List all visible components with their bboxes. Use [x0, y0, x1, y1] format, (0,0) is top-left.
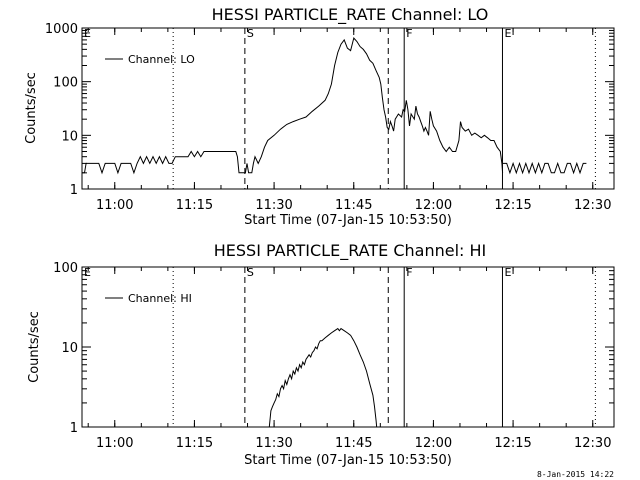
series-line: [268, 327, 378, 427]
y-axis-ticks: 1 10 100: [53, 261, 614, 436]
legend-label: Channel: LO: [128, 53, 195, 66]
marker-label: E: [84, 27, 91, 40]
plot-frame: [81, 266, 615, 428]
y-tick-label: 1: [70, 421, 78, 436]
chart-title: HESSI PARTICLE_RATE Channel: LO: [212, 5, 489, 25]
legend: Channel: LO: [105, 53, 195, 66]
chart-panel-hi: HESSI PARTICLE_RATE Channel: HI E S F E 11:…: [27, 241, 615, 468]
marker-label: E: [504, 266, 511, 279]
y-axis-ticks: 1 10 100 1000: [45, 22, 614, 198]
y-tick-label: 10: [61, 341, 78, 356]
chart-title: HESSI PARTICLE_RATE Channel: HI: [214, 241, 487, 261]
y-tick-label: 1: [70, 183, 78, 198]
y-tick-label: 10: [61, 129, 78, 144]
x-tick-label: 11:30: [255, 436, 292, 451]
x-tick-label: 11:00: [96, 436, 133, 451]
x-tick-label: 12:30: [574, 436, 611, 451]
marker-label: E: [84, 266, 91, 279]
legend: Channel: HI: [105, 292, 192, 305]
x-tick-label: 11:00: [96, 198, 133, 213]
timestamp: 8-Jan-2015 14:22: [537, 470, 614, 479]
x-tick-label: 11:30: [255, 198, 292, 213]
x-axis-ticks: 11:00 11:15 11:30 11:45 12:00 12:15 12:30: [87, 267, 611, 451]
y-axis-label: Counts/sec: [24, 72, 39, 144]
x-tick-label: 11:45: [335, 436, 372, 451]
x-axis-label: Start Time (07-Jan-15 10:53:50): [244, 453, 452, 468]
marker-label: F: [406, 266, 412, 279]
marker-label: S: [247, 27, 254, 40]
series-line: [502, 161, 587, 175]
legend-label: Channel: HI: [128, 292, 192, 305]
x-tick-label: 12:00: [415, 436, 452, 451]
x-tick-label: 12:00: [415, 198, 452, 213]
x-axis-label: Start Time (07-Jan-15 10:53:50): [244, 213, 452, 228]
marker-label: F: [406, 27, 412, 40]
x-tick-label: 11:45: [335, 198, 372, 213]
x-tick-label: 12:15: [494, 198, 531, 213]
y-tick-label: 100: [53, 76, 78, 91]
y-tick-label: 1000: [45, 22, 78, 37]
y-axis-label: Counts/sec: [27, 311, 42, 383]
series-line: [82, 36, 504, 175]
chart-panel-lo: HESSI PARTICLE_RATE Channel: LO E S F E 11:…: [24, 5, 615, 228]
x-tick-label: 12:30: [574, 198, 611, 213]
y-tick-label: 100: [53, 261, 78, 276]
x-axis-ticks: 11:00 11:15 11:30 11:45 12:00 12:15 12:30: [87, 28, 611, 213]
marker-label: E: [504, 27, 511, 40]
x-tick-label: 11:15: [176, 198, 213, 213]
data-series: [82, 36, 587, 175]
data-series: [268, 327, 378, 427]
x-tick-label: 11:15: [176, 436, 213, 451]
x-tick-label: 12:15: [494, 436, 531, 451]
marker-label: S: [247, 266, 254, 279]
